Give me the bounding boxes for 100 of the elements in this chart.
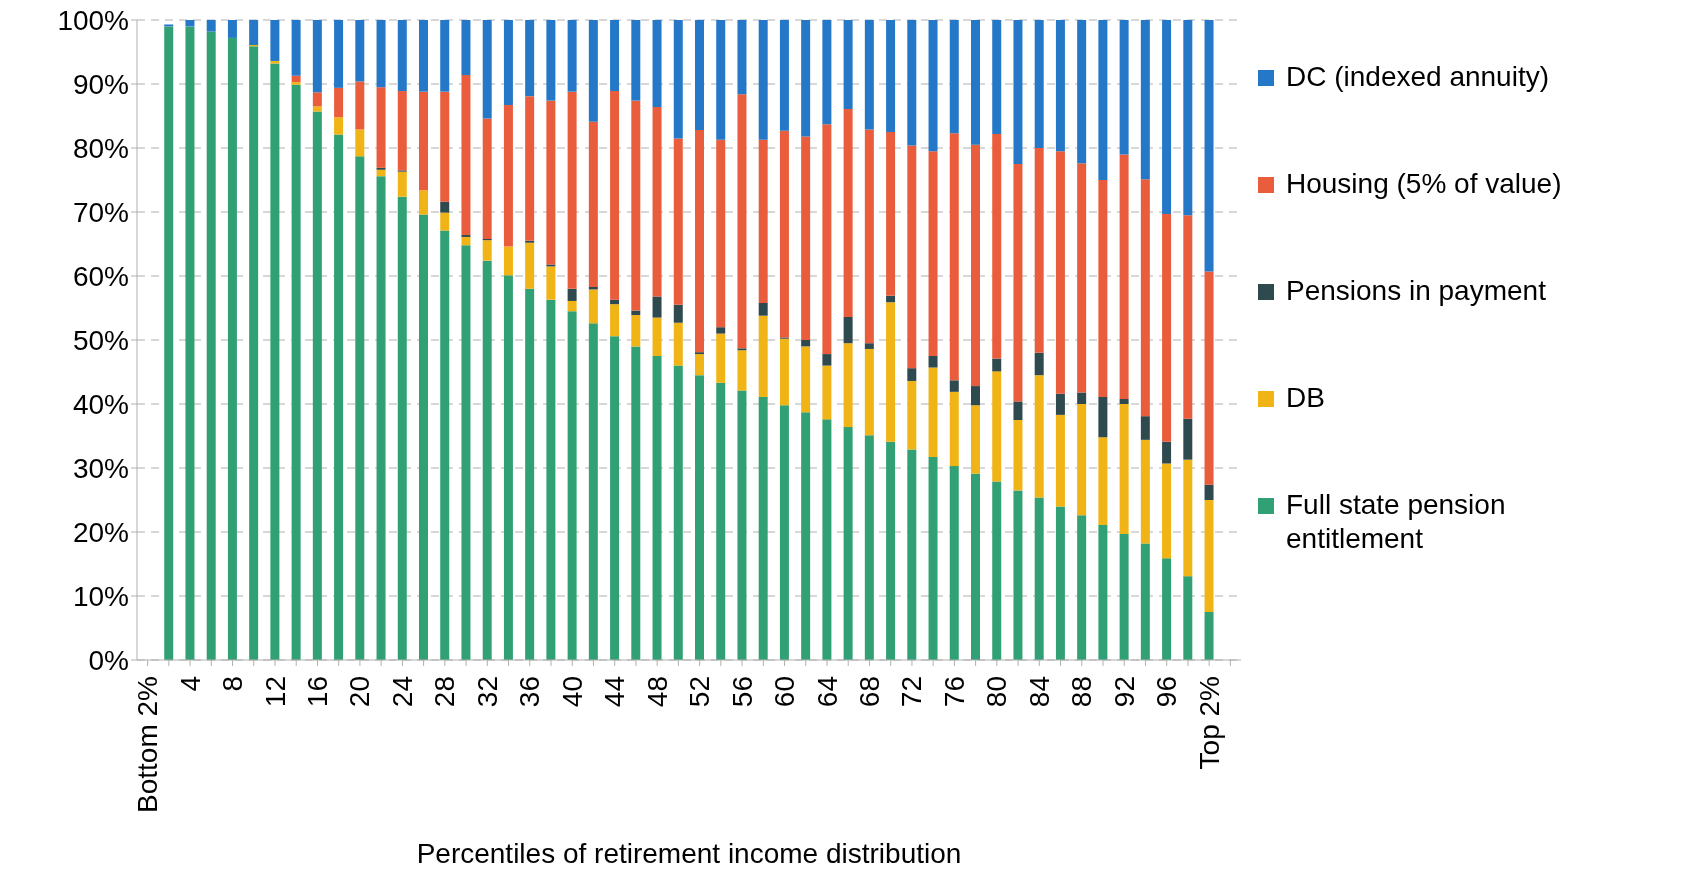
bar	[907, 20, 917, 146]
bar	[610, 299, 620, 305]
bar	[1162, 463, 1172, 559]
x-tick-label: 52	[684, 676, 716, 708]
bar	[440, 230, 450, 660]
bar	[631, 315, 641, 347]
bar	[312, 20, 322, 93]
bar	[1183, 20, 1193, 216]
legend-label: Full state pension entitlement	[1286, 488, 1507, 556]
bar	[461, 245, 471, 660]
bar	[355, 129, 365, 157]
bar	[1034, 20, 1044, 148]
bar	[758, 302, 768, 316]
y-tick-label: 70%	[72, 196, 129, 228]
bar	[779, 405, 789, 660]
bar	[1140, 20, 1150, 180]
bar	[695, 130, 704, 353]
bar	[822, 365, 832, 420]
bar	[971, 405, 980, 474]
bar	[652, 317, 662, 356]
legend-label: DC (indexed annuity)	[1286, 60, 1551, 94]
bar	[1077, 404, 1087, 516]
bar	[716, 382, 726, 660]
bar	[482, 20, 492, 119]
bar	[1140, 543, 1150, 660]
bar	[588, 20, 598, 122]
bar	[567, 288, 577, 301]
x-tick-label: 80	[981, 676, 1013, 708]
bar	[376, 176, 386, 660]
bar	[312, 106, 322, 112]
y-tick-label: 60%	[72, 260, 129, 292]
bar	[971, 386, 980, 406]
bar	[737, 94, 747, 349]
bar	[1098, 396, 1108, 438]
bar	[419, 20, 428, 92]
x-tick-label: 28	[429, 676, 461, 708]
bar	[546, 20, 556, 101]
x-tick-label: 56	[726, 676, 758, 708]
bar	[1077, 20, 1087, 164]
bar	[822, 419, 832, 660]
bar	[949, 133, 959, 381]
bar	[864, 20, 874, 130]
y-tick-label: 40%	[72, 388, 129, 420]
legend-label: Housing (5% of value)	[1286, 167, 1563, 201]
y-tick-label: 100%	[57, 4, 129, 36]
bar	[843, 316, 853, 344]
bar	[312, 92, 322, 107]
bar	[1098, 437, 1108, 525]
bar	[1013, 490, 1023, 660]
bar	[355, 156, 365, 660]
bar	[1013, 420, 1023, 491]
bar	[503, 246, 513, 276]
bar	[419, 91, 428, 191]
bar	[907, 368, 917, 381]
bar	[291, 20, 301, 76]
bar	[1055, 151, 1065, 394]
bar	[907, 449, 917, 660]
bar	[631, 20, 641, 101]
bar	[1183, 215, 1193, 419]
bar	[397, 91, 407, 171]
bar	[1140, 416, 1150, 440]
bar	[652, 296, 662, 318]
bar	[440, 20, 450, 92]
bar	[1204, 484, 1214, 500]
bar	[1162, 213, 1172, 442]
bar	[397, 196, 407, 660]
y-tick-label: 0%	[88, 644, 129, 676]
bar	[652, 20, 662, 108]
bar	[737, 350, 747, 391]
x-tick-label: 40	[556, 676, 588, 708]
bar	[758, 20, 768, 140]
bar	[461, 75, 471, 236]
bar	[695, 375, 704, 660]
bar	[737, 20, 747, 95]
x-tick-label: 44	[599, 676, 631, 708]
bar	[631, 346, 641, 660]
bar	[312, 111, 322, 660]
bar	[334, 20, 344, 88]
x-tick-label: 96	[1151, 676, 1183, 708]
y-tick-label: 30%	[72, 452, 129, 484]
bar	[652, 356, 662, 660]
x-tick-label: 92	[1108, 676, 1140, 708]
bar	[546, 100, 556, 265]
bar	[1034, 497, 1044, 660]
bar	[949, 391, 959, 467]
bar	[928, 367, 938, 458]
bar	[928, 457, 938, 660]
x-tick-label: 24	[386, 676, 418, 708]
bar	[673, 20, 683, 139]
bar	[1055, 506, 1065, 660]
x-tick-label: 32	[471, 676, 503, 708]
bar	[249, 20, 259, 45]
bar	[440, 201, 450, 213]
bar	[588, 121, 598, 287]
bar	[1098, 180, 1108, 397]
bar	[1162, 20, 1172, 214]
bar	[886, 132, 896, 296]
bar	[971, 473, 980, 660]
bar	[525, 242, 535, 289]
bar	[355, 81, 365, 130]
